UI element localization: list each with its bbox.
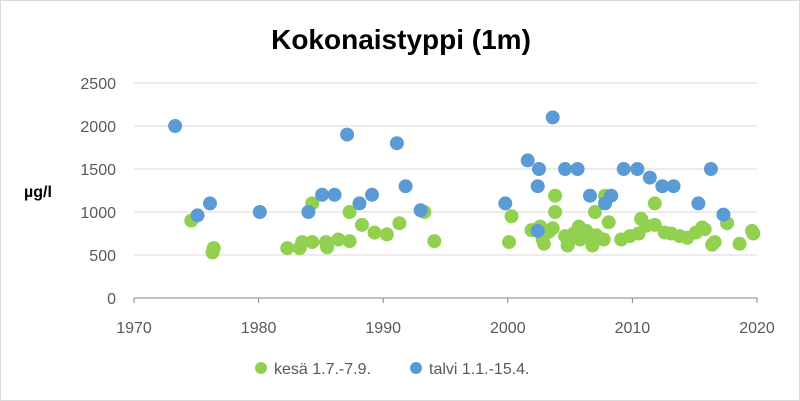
- y-tick-label: 1000: [80, 205, 116, 222]
- y-tick-label: 2000: [80, 119, 116, 136]
- data-point: [548, 205, 563, 219]
- data-point: [342, 234, 357, 249]
- data-point: [655, 179, 670, 194]
- chart-title: Kokonaistyppi (1m): [271, 24, 531, 55]
- axes: [133, 297, 758, 303]
- data-point: [530, 223, 545, 238]
- data-point: [352, 196, 367, 211]
- data-point: [716, 207, 731, 222]
- legend-label-talvi: talvi 1.1.-15.4.: [429, 361, 530, 378]
- data-point: [498, 196, 513, 211]
- series-1: [168, 110, 731, 238]
- data-point: [205, 245, 220, 260]
- gridlines: [134, 82, 757, 256]
- data-point: [305, 235, 320, 250]
- data-point: [642, 170, 657, 185]
- y-tick-label: 500: [89, 248, 116, 265]
- x-tick-labels: 1970 1980 1990 2000 2010 2020: [116, 320, 775, 337]
- x-tick-label: 1980: [241, 320, 277, 337]
- data-point: [746, 226, 761, 241]
- legend-marker-talvi: [410, 362, 422, 374]
- y-tick-label: 1500: [80, 162, 116, 179]
- data-point: [252, 205, 267, 219]
- data-point: [203, 196, 217, 211]
- data-point: [502, 235, 516, 250]
- x-tick-label: 1970: [116, 320, 152, 337]
- data-point: [504, 209, 519, 224]
- data-point: [340, 127, 355, 142]
- data-point: [190, 208, 205, 223]
- data-point: [630, 162, 645, 176]
- data-point: [588, 205, 602, 219]
- y-tick-labels: 0 500 1000 1500 2000 2500: [80, 76, 116, 308]
- data-point: [732, 236, 747, 251]
- data-point: [427, 234, 442, 249]
- data-point: [545, 221, 560, 236]
- data-points: [168, 110, 761, 260]
- data-point: [301, 205, 316, 219]
- data-point: [355, 217, 369, 232]
- legend-label-kesa: kesä 1.7.-7.9.: [274, 361, 371, 378]
- y-axis-label: µg/l: [24, 184, 52, 201]
- data-point: [367, 225, 382, 240]
- legend-marker-kesa: [255, 362, 267, 374]
- data-point: [570, 162, 585, 176]
- data-point: [320, 240, 335, 255]
- data-point: [389, 136, 404, 151]
- data-point: [558, 162, 573, 176]
- data-point: [280, 241, 295, 256]
- data-point: [392, 216, 407, 231]
- data-point: [327, 187, 342, 202]
- legend: kesä 1.7.-7.9. talvi 1.1.-15.4.: [255, 361, 530, 378]
- data-point: [342, 205, 357, 219]
- data-point: [536, 236, 551, 251]
- data-point: [413, 203, 428, 218]
- data-point: [331, 232, 346, 247]
- data-point: [168, 119, 183, 133]
- data-point: [601, 215, 616, 230]
- data-point: [691, 196, 706, 211]
- data-point: [616, 162, 631, 176]
- x-tick-label: 2020: [739, 320, 775, 337]
- data-point: [548, 188, 563, 203]
- data-point: [365, 187, 379, 202]
- data-point: [703, 162, 718, 176]
- data-point: [530, 179, 545, 194]
- data-point: [666, 179, 681, 194]
- data-point: [647, 217, 662, 232]
- x-tick-label: 2010: [615, 320, 651, 337]
- data-point: [583, 188, 597, 203]
- y-tick-label: 2500: [80, 76, 116, 93]
- data-point: [379, 227, 394, 242]
- data-point: [398, 179, 413, 194]
- data-point: [532, 162, 546, 176]
- data-point: [697, 222, 712, 237]
- data-point: [596, 232, 611, 247]
- x-tick-label: 1990: [365, 320, 401, 337]
- y-tick-label: 0: [107, 291, 116, 308]
- data-point: [647, 196, 662, 211]
- data-point: [545, 110, 560, 125]
- data-point: [707, 235, 722, 250]
- data-point: [520, 153, 535, 168]
- data-point: [315, 187, 330, 202]
- x-tick-label: 2000: [490, 320, 526, 337]
- data-point: [604, 188, 619, 203]
- data-point: [295, 235, 310, 250]
